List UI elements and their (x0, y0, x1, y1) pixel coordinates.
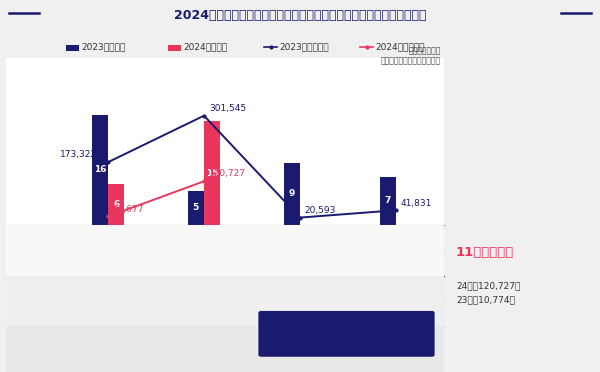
Text: 9: 9 (297, 284, 303, 293)
Text: 23,677: 23,677 (92, 259, 124, 267)
Bar (204, 121, 220, 225)
Text: 5: 5 (193, 203, 199, 212)
Text: 173,322: 173,322 (59, 150, 97, 158)
Text: 120,727: 120,727 (184, 259, 224, 267)
Text: 6: 6 (105, 233, 111, 242)
Text: 2024年事件数: 2024年事件数 (183, 42, 227, 51)
Text: 11倍超に急増: 11倍超に急増 (456, 246, 514, 259)
Text: 7: 7 (385, 196, 391, 205)
Text: 20,593: 20,593 (284, 309, 316, 318)
Text: 7: 7 (393, 284, 399, 293)
Text: 2023年流出件数: 2023年流出件数 (279, 42, 329, 51)
Bar (284, 163, 300, 225)
Text: 9: 9 (289, 189, 295, 199)
Text: 2024年のカード情報流出事件数・情報流出件数（前年同四半期比較）: 2024年のカード情報流出事件数・情報流出件数（前年同四半期比較） (174, 9, 426, 22)
Text: （事件数：件）: （事件数：件） (409, 47, 441, 56)
Text: 2023年事件数: 2023年事件数 (81, 42, 125, 51)
Text: ※2024年は、ECサイトからの流出のみ: ※2024年は、ECサイトからの流出のみ (266, 340, 362, 349)
Text: 173,322: 173,322 (89, 309, 127, 318)
Text: （カード情報流出件数：件）: （カード情報流出件数：件） (381, 57, 441, 66)
Text: カード情報
流出件数: カード情報 流出件数 (39, 254, 62, 272)
Text: カード情報
流出件数: カード情報 流出件数 (39, 304, 62, 323)
Text: 41,831: 41,831 (401, 199, 432, 208)
Text: ダイレクトメール鼠印刷での流出：290,771件: ダイレクトメール鼠印刷での流出：290,771件 (266, 317, 376, 326)
Text: （Cacco・リンク調べ）: （Cacco・リンク調べ） (9, 329, 58, 335)
Text: 15: 15 (198, 233, 210, 242)
Text: 2024年: 2024年 (9, 233, 40, 242)
Text: 20,593: 20,593 (305, 206, 336, 215)
Text: ※1. 2023年12月末までのデータはCacco・ｆｊコンサルティング調べ: ※1. 2023年12月末までのデータはCacco・ｆｊコンサルティング調べ (9, 341, 151, 347)
Text: 事件数: 事件数 (39, 284, 53, 293)
Text: 120,727: 120,727 (209, 169, 246, 178)
Text: 23年：10,774件: 23年：10,774件 (456, 296, 515, 305)
Text: ※2. 2024年1-3月の集計に誤りがあったため、事件数および流出件数を以下の通り訂正: ※2. 2024年1-3月の集計に誤りがあったため、事件数および流出件数を以下の… (9, 354, 172, 359)
Text: ECサイトでの流出：10,774件: ECサイトでの流出：10,774件 (266, 329, 358, 338)
Text: 24年：120,727件: 24年：120,727件 (456, 281, 520, 290)
Text: 事件数　7→6／流出件数　23,680→23,677: 事件数 7→6／流出件数 23,680→23,677 (9, 366, 112, 372)
Text: 15: 15 (206, 169, 218, 178)
Text: 40,831: 40,831 (380, 309, 412, 318)
Bar (108, 184, 124, 225)
Bar (188, 190, 204, 225)
Bar (92, 115, 108, 225)
Text: 23,677: 23,677 (113, 205, 144, 214)
Text: 301,545: 301,545 (209, 104, 246, 113)
Text: 2023年: 2023年 (9, 284, 39, 293)
Text: 2024年流出件数: 2024年流出件数 (375, 42, 425, 51)
Text: 16: 16 (102, 284, 114, 293)
Text: 事件数: 事件数 (39, 233, 53, 242)
Text: 6: 6 (113, 200, 119, 209)
Text: 5: 5 (201, 284, 207, 293)
Text: 301,545: 301,545 (185, 309, 223, 318)
Bar (380, 177, 396, 225)
Text: 16: 16 (94, 165, 106, 174)
